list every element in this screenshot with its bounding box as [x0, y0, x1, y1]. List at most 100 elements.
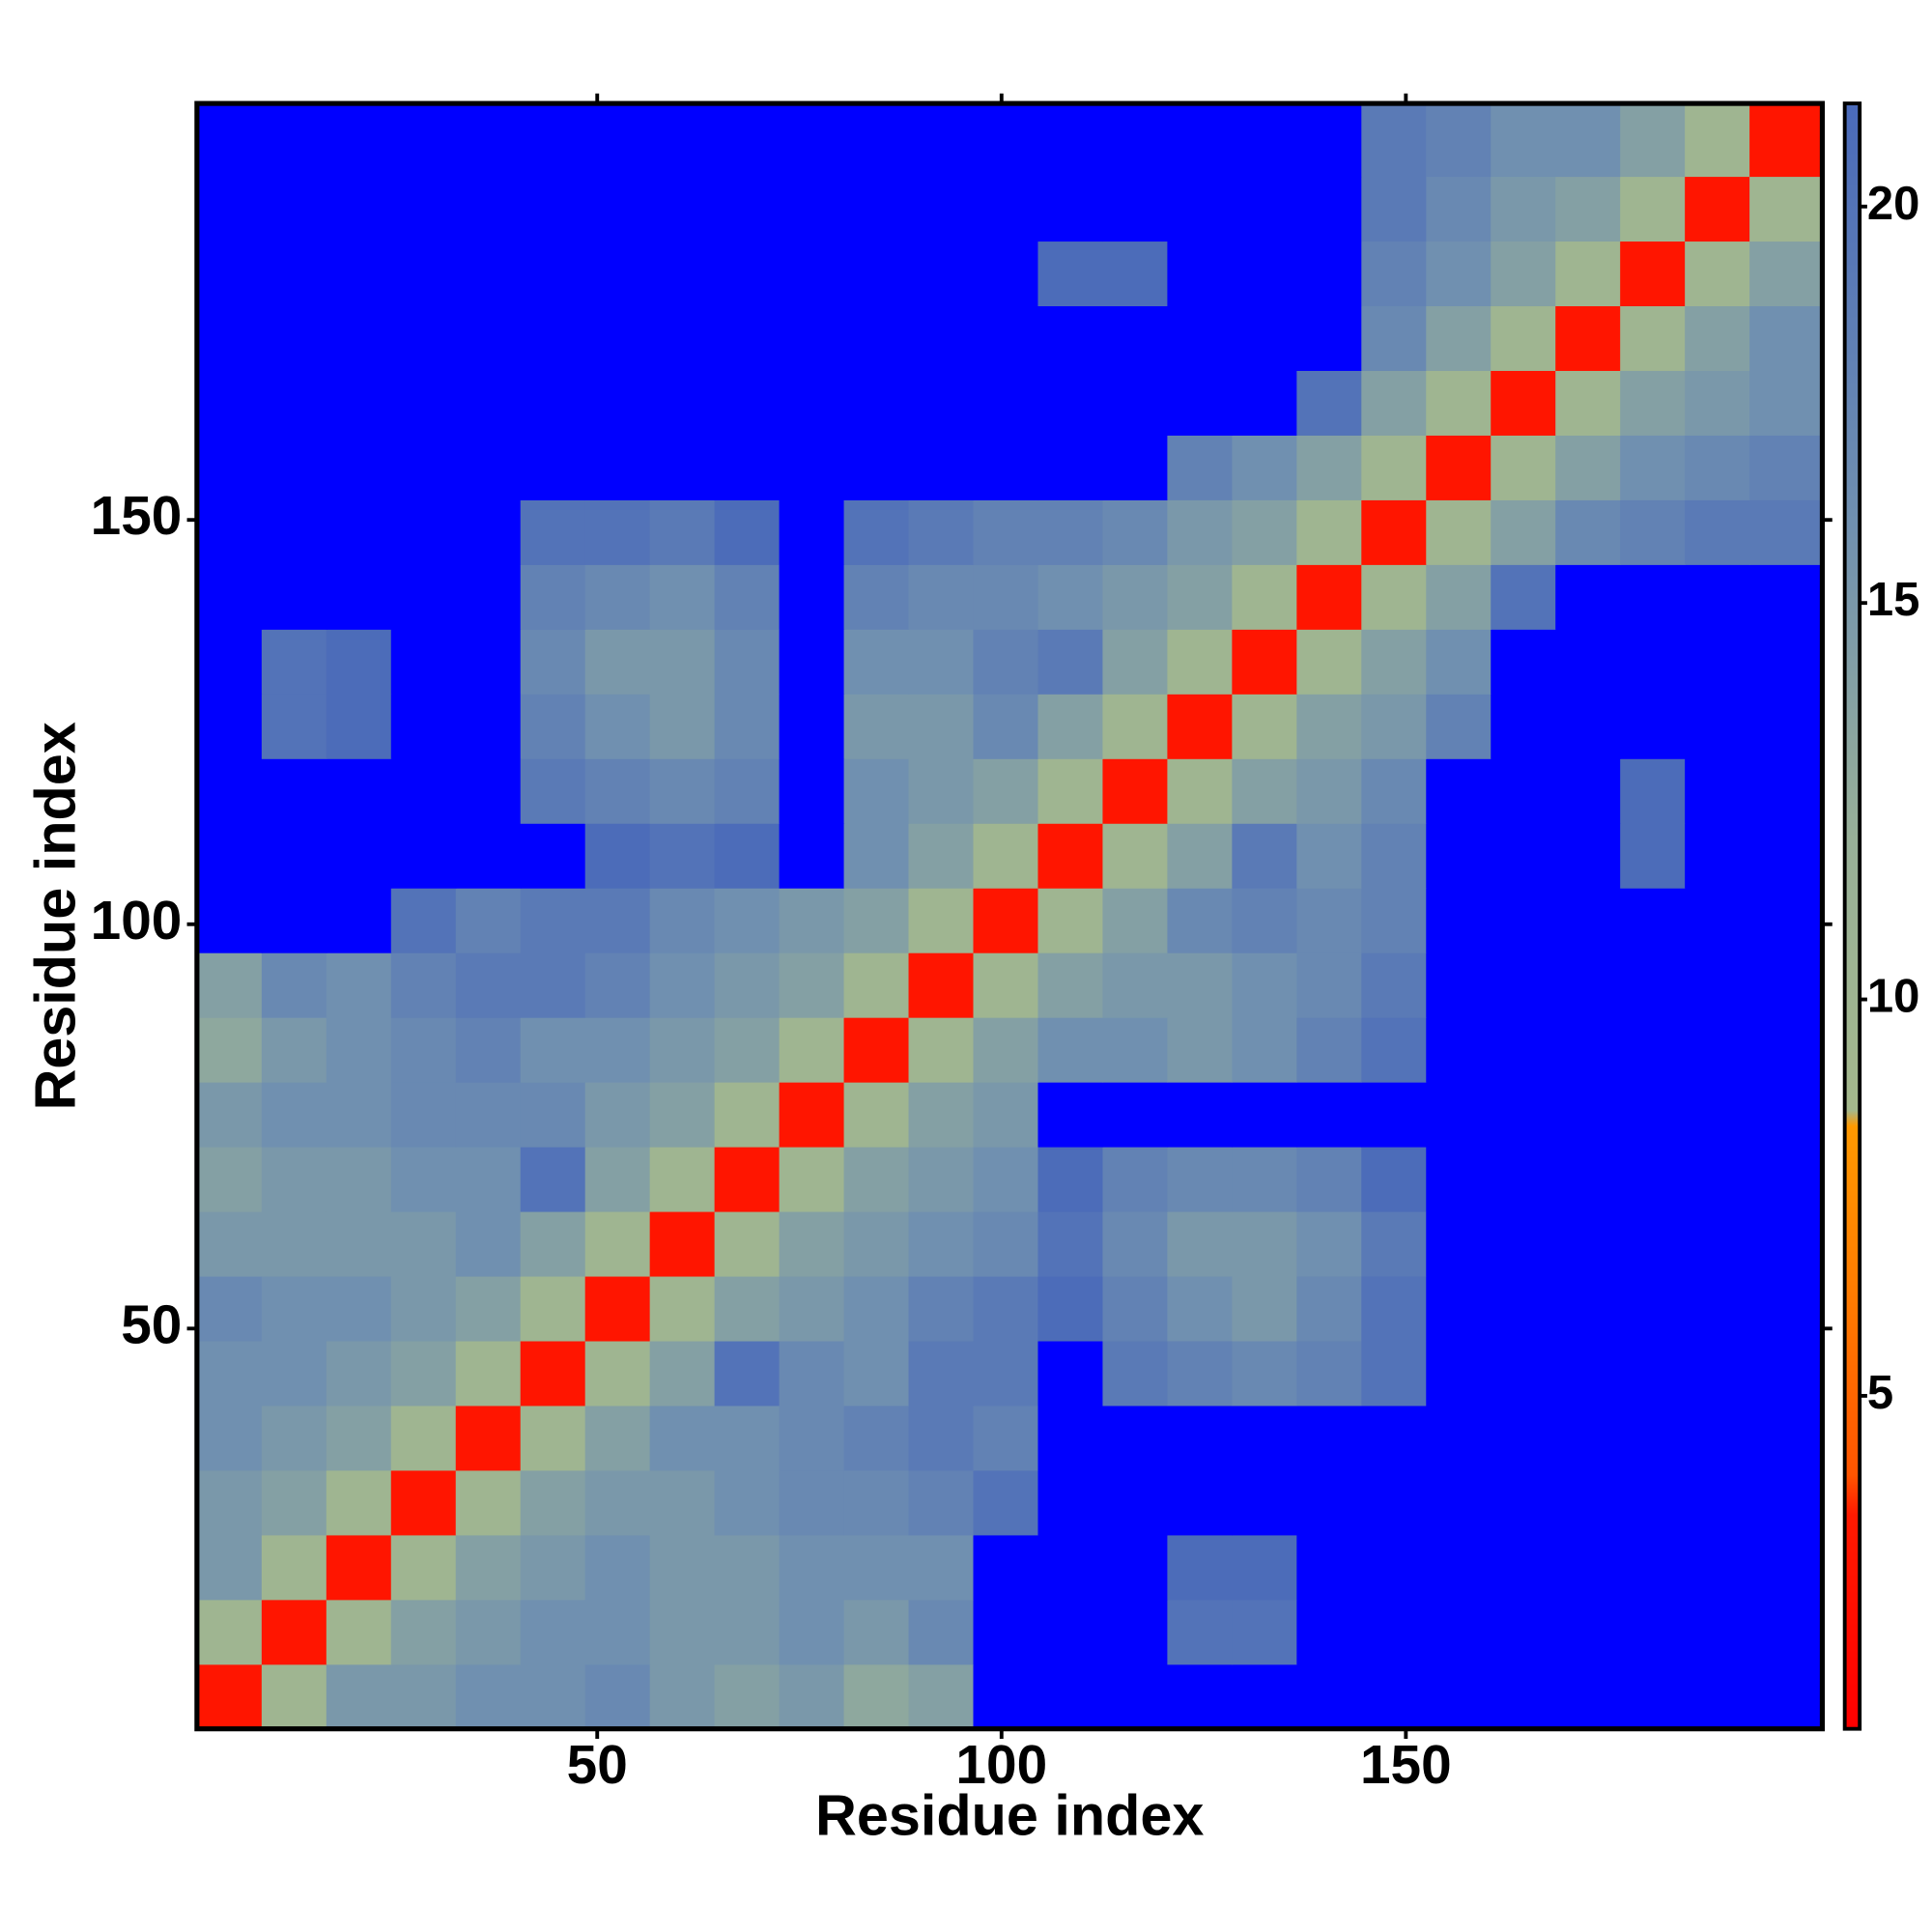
heatmap-cell: [455, 1275, 522, 1342]
heatmap-cell: [1555, 370, 1621, 436]
heatmap-cell: [1491, 1146, 1556, 1212]
heatmap-cell: [908, 499, 975, 565]
heatmap-cell: [1426, 1210, 1492, 1277]
y-tick-label: 150: [91, 486, 183, 547]
heatmap-cell: [326, 1081, 392, 1148]
heatmap-cell: [1426, 1663, 1492, 1730]
heatmap-cell: [455, 1210, 522, 1277]
heatmap-cell: [1037, 499, 1104, 565]
heatmap-cell: [261, 1663, 327, 1730]
heatmap-cell: [1491, 370, 1556, 436]
heatmap-cell: [1361, 1663, 1427, 1730]
heatmap-cell: [1426, 176, 1492, 242]
heatmap-cell: [584, 1340, 651, 1406]
heatmap-cell: [455, 435, 522, 500]
heatmap-cell: [1491, 758, 1556, 824]
heatmap-cell: [1167, 1340, 1234, 1406]
heatmap-cell: [843, 1534, 910, 1601]
heatmap-cell: [843, 888, 910, 953]
heatmap-cell: [779, 241, 845, 307]
heatmap-cell: [973, 1405, 1039, 1471]
heatmap-cell: [973, 758, 1039, 824]
heatmap-cell: [1296, 758, 1362, 824]
heatmap-cell: [1167, 1017, 1234, 1083]
heatmap-cell: [1361, 305, 1427, 371]
heatmap-cell: [1555, 629, 1621, 695]
heatmap-cell: [520, 888, 586, 953]
heatmap-cell: [1749, 1405, 1824, 1471]
heatmap-cell: [973, 103, 1039, 178]
heatmap-cell: [779, 370, 845, 436]
heatmap-cell: [1037, 435, 1104, 500]
heatmap-cell: [1685, 305, 1750, 371]
heatmap-cell: [649, 1534, 716, 1601]
heatmap-cell: [1491, 888, 1556, 953]
heatmap-cell: [1037, 103, 1104, 178]
heatmap-cell: [1167, 435, 1234, 500]
heatmap-cell: [1037, 629, 1104, 695]
heatmap-cell: [1426, 888, 1492, 953]
heatmap-cell: [649, 241, 716, 307]
heatmap-cell: [1296, 1469, 1362, 1536]
heatmap-cell: [1296, 1340, 1362, 1406]
heatmap-cell: [1167, 1534, 1234, 1601]
heatmap-cell: [455, 1663, 522, 1730]
heatmap-cell: [649, 888, 716, 953]
heatmap-cell: [261, 176, 327, 242]
heatmap-cell: [1102, 176, 1169, 242]
heatmap-cell: [1296, 103, 1362, 178]
heatmap-cell: [1555, 758, 1621, 824]
heatmap-cell: [520, 952, 586, 1018]
heatmap-cell: [520, 823, 586, 889]
heatmap-cell: [455, 305, 522, 371]
heatmap-cell: [1037, 1146, 1104, 1212]
heatmap-cell: [1491, 1534, 1556, 1601]
heatmap-cell: [455, 629, 522, 695]
heatmap-cell: [973, 1663, 1039, 1730]
heatmap-cell: [908, 176, 975, 242]
heatmap-cell: [520, 1599, 586, 1665]
heatmap-cell: [390, 1275, 457, 1342]
heatmap-cell: [390, 1146, 457, 1212]
heatmap-cell: [1685, 1469, 1750, 1536]
heatmap-cell: [1037, 1663, 1104, 1730]
heatmap-cell: [1102, 694, 1169, 759]
heatmap-cell: [973, 694, 1039, 759]
heatmap-cell: [1361, 1469, 1427, 1536]
heatmap-cell: [1555, 176, 1621, 242]
heatmap-cell: [908, 370, 975, 436]
heatmap-cell: [1361, 629, 1427, 695]
x-tick-label: 150: [1360, 1735, 1452, 1796]
heatmap-cell: [1361, 758, 1427, 824]
heatmap-cell: [390, 564, 457, 630]
heatmap-cell: [1232, 564, 1297, 630]
heatmap-cell: [1620, 1275, 1686, 1342]
heatmap-cell: [1232, 823, 1297, 889]
heatmap-cell: [261, 1210, 327, 1277]
heatmap-cell: [455, 823, 522, 889]
heatmap-cell: [973, 1210, 1039, 1277]
heatmap-cell: [1620, 435, 1686, 500]
heatmap-cell: [1102, 370, 1169, 436]
heatmap-cell: [584, 176, 651, 242]
heatmap-cell: [714, 176, 781, 242]
heatmap-cell: [1491, 1210, 1556, 1277]
heatmap-cell: [714, 888, 781, 953]
heatmap-cell: [1491, 435, 1556, 500]
heatmap-cell: [390, 629, 457, 695]
heatmap-cell: [1426, 241, 1492, 307]
heatmap-cell: [261, 435, 327, 500]
heatmap-cell: [520, 1405, 586, 1471]
heatmap-cell: [261, 823, 327, 889]
heatmap-cell: [973, 1081, 1039, 1148]
heatmap-cell: [390, 370, 457, 436]
heatmap-cell: [1102, 1405, 1169, 1471]
heatmap-cell: [1037, 1081, 1104, 1148]
heatmap-cell: [908, 758, 975, 824]
heatmap-cell: [1361, 823, 1427, 889]
heatmap-cell: [1167, 629, 1234, 695]
heatmap-cell: [1620, 1210, 1686, 1277]
heatmap-cell: [261, 1599, 327, 1665]
heatmap-cell: [779, 305, 845, 371]
heatmap-cell: [326, 1599, 392, 1665]
